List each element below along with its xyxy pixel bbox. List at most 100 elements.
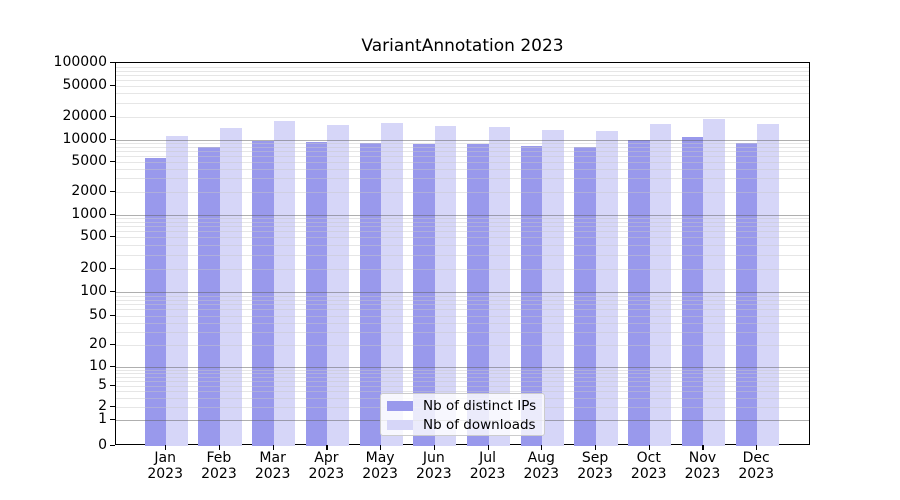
x-tick-mark xyxy=(272,445,274,450)
gridline xyxy=(116,376,809,378)
y-tick-mark xyxy=(110,418,115,420)
gridline xyxy=(116,299,809,301)
y-tick-mark xyxy=(110,139,115,141)
y-tick-label: 2 xyxy=(98,398,107,414)
y-tick-label: 0 xyxy=(98,436,107,453)
bar-ips-sep xyxy=(574,146,596,446)
y-tick-label: 1 xyxy=(98,410,107,427)
x-tick-month: Nov xyxy=(688,450,717,466)
gridline xyxy=(116,161,809,163)
gridline xyxy=(116,146,809,148)
x-tick-year: 2023 xyxy=(362,465,398,482)
x-tick-month: Sep xyxy=(581,450,609,466)
gridline xyxy=(116,93,809,95)
x-tick-label-may: May 2023 xyxy=(345,450,415,482)
chart-title: VariantAnnotation 2023 xyxy=(361,36,564,56)
y-tick-mark xyxy=(110,343,115,345)
legend-swatch-distinct-ips xyxy=(387,401,413,411)
bar-ips-jan xyxy=(144,157,167,446)
gridline xyxy=(116,222,809,224)
gridline xyxy=(116,215,809,216)
gridline xyxy=(116,315,809,317)
bar-downloads-oct xyxy=(649,124,672,446)
y-tick-mark xyxy=(110,190,115,192)
bar-downloads-may xyxy=(381,123,403,446)
y-tick-label: 10 xyxy=(89,358,107,374)
gridline xyxy=(116,292,809,294)
bar-downloads-mar xyxy=(273,121,296,446)
gridline xyxy=(116,86,809,87)
x-tick-label-nov: Nov 2023 xyxy=(667,450,737,482)
x-tick-month: Jan xyxy=(154,450,176,466)
legend-label-distinct-ips: Nb of distinct IPs xyxy=(423,398,537,414)
gridline xyxy=(116,116,809,118)
x-tick-label-apr: Apr 2023 xyxy=(291,450,361,482)
x-tick-mark xyxy=(165,445,167,450)
y-tick-label: 10000 xyxy=(62,131,107,147)
bar-ips-dec xyxy=(735,142,758,446)
x-tick-month: Aug xyxy=(527,450,555,466)
x-tick-mark xyxy=(756,445,758,450)
y-tick-mark xyxy=(110,160,115,162)
gridline xyxy=(116,268,809,270)
y-tick-label: 50000 xyxy=(62,77,107,93)
bar-downloads-jun xyxy=(434,125,457,446)
legend-label-downloads: Nb of downloads xyxy=(423,417,536,433)
legend-row-downloads: Nb of downloads xyxy=(381,417,544,433)
bar-downloads-jan xyxy=(166,136,188,446)
x-tick-label-mar: Mar 2023 xyxy=(238,450,308,482)
x-tick-label-feb: Feb 2023 xyxy=(184,450,254,482)
y-tick-label: 500 xyxy=(80,228,107,244)
y-tick-mark xyxy=(110,406,115,408)
x-tick-mark xyxy=(702,445,704,450)
gridline xyxy=(116,344,809,346)
x-tick-year: 2023 xyxy=(254,465,291,482)
gridline xyxy=(116,231,809,233)
gridline xyxy=(116,369,809,371)
bar-downloads-feb xyxy=(219,128,242,446)
gridline xyxy=(116,143,809,145)
x-tick-year: 2023 xyxy=(738,465,774,482)
y-tick-mark xyxy=(110,115,115,117)
gridline xyxy=(116,322,809,324)
x-tick-month: Dec xyxy=(742,450,770,466)
y-tick-mark xyxy=(110,267,115,269)
gridline xyxy=(116,226,809,228)
bar-ips-apr xyxy=(305,141,328,446)
x-tick-label-sep: Sep 2023 xyxy=(560,450,630,482)
x-tick-month: Jun xyxy=(422,450,445,466)
legend-swatch-downloads xyxy=(387,420,413,430)
x-tick-year: 2023 xyxy=(684,465,721,482)
x-tick-year: 2023 xyxy=(577,465,613,482)
bar-downloads-aug xyxy=(542,130,564,446)
x-tick-month: May xyxy=(365,450,395,466)
gridline xyxy=(116,309,809,311)
y-tick-label: 50 xyxy=(89,306,107,323)
gridline xyxy=(116,218,809,220)
x-tick-year: 2023 xyxy=(201,465,237,482)
x-tick-month: Apr xyxy=(314,450,339,466)
x-tick-mark xyxy=(380,445,382,450)
x-tick-month: Oct xyxy=(636,450,661,466)
x-tick-mark xyxy=(595,445,597,450)
plot-area xyxy=(115,62,810,446)
gridline xyxy=(116,237,809,238)
y-tick-label: 100 xyxy=(80,283,107,300)
gridline xyxy=(116,386,809,387)
x-tick-label-jul: Jul 2023 xyxy=(453,450,523,482)
legend: Nb of distinct IPs Nb of downloads xyxy=(380,393,545,436)
gridline xyxy=(116,331,809,333)
y-tick-mark xyxy=(110,366,115,368)
gridline xyxy=(116,151,809,153)
legend-row-distinct-ips: Nb of distinct IPs xyxy=(381,398,544,414)
y-tick-label: 2000 xyxy=(71,182,107,199)
x-tick-year: 2023 xyxy=(308,465,345,482)
gridline xyxy=(116,140,809,141)
y-tick-mark xyxy=(110,291,115,293)
bar-downloads-sep xyxy=(596,130,618,446)
bar-ips-nov xyxy=(681,136,704,446)
x-tick-mark xyxy=(218,445,221,450)
x-tick-label-jan: Jan 2023 xyxy=(130,450,200,482)
y-tick-mark xyxy=(110,62,115,64)
